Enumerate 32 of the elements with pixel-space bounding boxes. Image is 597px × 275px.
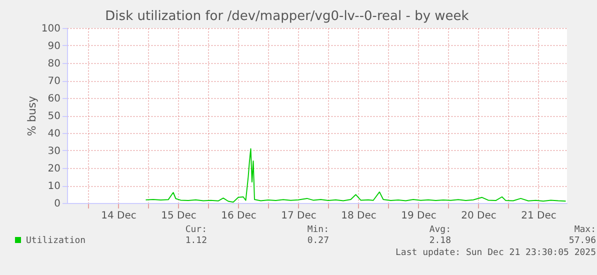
text: Avg: bbox=[429, 225, 451, 235]
text: Cur: bbox=[185, 225, 207, 235]
x-tick-label: 16 Dec bbox=[221, 210, 256, 222]
x-tick-label: 21 Dec bbox=[521, 210, 556, 222]
legend-label: Utilization bbox=[26, 236, 86, 246]
x-tick-label: 17 Dec bbox=[281, 210, 316, 222]
text: 1.12 bbox=[185, 236, 207, 246]
x-tick-label: 15 Dec bbox=[161, 210, 196, 222]
y-tick-label: 20 bbox=[48, 164, 60, 174]
y-axis-title: % busy bbox=[25, 95, 38, 136]
text: Min: bbox=[307, 225, 329, 235]
y-tick-label: 80 bbox=[48, 58, 60, 70]
y-tick-label: 50 bbox=[48, 111, 60, 122]
y-tick-label: 70 bbox=[48, 76, 60, 87]
y-tick-label: 10 bbox=[48, 181, 60, 192]
x-tick-label: 18 Dec bbox=[341, 210, 376, 222]
text: Last update: Sun Dec 21 23:30:05 2025 bbox=[396, 248, 596, 258]
y-tick-label: 40 bbox=[48, 128, 60, 140]
y-tick-label: 90 bbox=[48, 41, 60, 52]
y-tick-label: 30 bbox=[48, 146, 60, 157]
y-tick-label: 100 bbox=[41, 24, 60, 34]
text: 57.96 bbox=[568, 236, 596, 246]
x-tick-label: 19 Dec bbox=[401, 210, 436, 222]
line-series bbox=[145, 148, 566, 203]
x-tick-label: 20 Dec bbox=[461, 210, 496, 222]
text: 2.18 bbox=[429, 236, 451, 246]
y-tick-label: 0 bbox=[54, 198, 60, 210]
x-tick-label: 14 Dec bbox=[101, 210, 136, 222]
text: 0.27 bbox=[307, 236, 329, 246]
chart-title: Disk utilization for /dev/mapper/vg0-lv--0-real - by week bbox=[105, 9, 470, 24]
text: Max: bbox=[574, 225, 596, 235]
y-tick-label: 60 bbox=[48, 94, 60, 104]
